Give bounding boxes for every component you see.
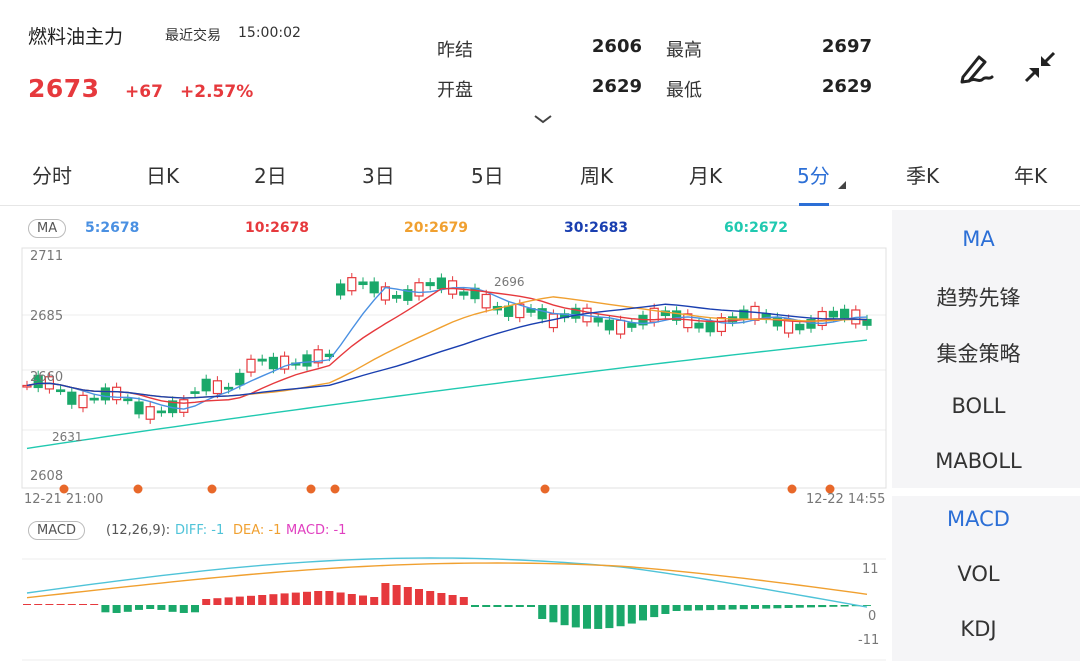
tab-5day[interactable]: 5日 xyxy=(471,164,504,188)
tab-3day[interactable]: 3日 xyxy=(362,164,395,188)
min-price-marker: 2631 xyxy=(52,430,83,444)
tab-day-k[interactable]: 日K xyxy=(146,164,180,188)
y-tick-2660: 2660 xyxy=(30,370,64,385)
tab-week-k[interactable]: 周K xyxy=(580,164,614,188)
ma10-value: 10:2678 xyxy=(245,220,310,236)
active-tab-underline xyxy=(799,203,829,206)
indicator-kdj[interactable]: KDJ xyxy=(960,617,997,641)
macd-params: (12,26,9): xyxy=(106,523,171,538)
macd-dea-value: DEA: -1 xyxy=(233,523,282,538)
stat-low-label: 最低 xyxy=(666,80,702,101)
last-price: 2673 xyxy=(28,74,100,103)
stat-prev-settle-label: 昨结 xyxy=(437,40,473,61)
indicator-vol[interactable]: VOL xyxy=(957,562,1000,586)
kline-ma-lines xyxy=(26,286,868,450)
kline-grid xyxy=(21,247,887,489)
last-trade-label: 最近交易 xyxy=(165,28,221,44)
side-menu-divider xyxy=(892,488,1080,496)
macd-tick-neg11: -11 xyxy=(858,633,880,648)
y-tick-2685: 2685 xyxy=(30,309,64,324)
tab-dropdown-icon[interactable] xyxy=(837,180,847,190)
stat-low-value: 2629 xyxy=(821,76,872,97)
collapse-arrows-icon[interactable] xyxy=(1016,43,1064,91)
y-tick-2711: 2711 xyxy=(30,249,64,264)
indicator-gold-strategy[interactable]: 集金策略 xyxy=(936,342,1021,366)
macd-diff-value: DIFF: -1 xyxy=(175,523,225,538)
stat-high-label: 最高 xyxy=(666,40,702,61)
stat-high-value: 2697 xyxy=(821,36,872,57)
macd-grid xyxy=(22,558,886,661)
tab-5min[interactable]: 5分 xyxy=(797,164,830,188)
tab-year-k[interactable]: 年K xyxy=(1014,164,1048,188)
indicator-ma[interactable]: MA xyxy=(962,227,995,251)
stat-open-value: 2629 xyxy=(591,76,642,97)
contract-name: 燃料油主力 xyxy=(28,26,124,48)
kline-chart[interactable] xyxy=(0,240,892,515)
expand-chevron-icon[interactable] xyxy=(532,110,554,129)
indicator-maboll[interactable]: MABOLL xyxy=(935,449,1022,473)
ma5-value: 5:2678 xyxy=(85,220,140,236)
macd-chart[interactable] xyxy=(0,545,892,661)
price-change-pct: +2.57% xyxy=(180,82,254,102)
macd-tick-0: 0 xyxy=(868,609,877,624)
ma20-value: 20:2679 xyxy=(404,220,469,236)
tab-timeshare[interactable]: 分时 xyxy=(32,164,72,188)
tab-2day[interactable]: 2日 xyxy=(254,164,287,188)
kline-event-markers xyxy=(59,484,835,494)
x-start-time: 12-21 21:00 xyxy=(24,492,104,507)
stat-open-label: 开盘 xyxy=(437,80,473,101)
indicator-boll[interactable]: BOLL xyxy=(951,394,1006,418)
pen-draw-icon[interactable] xyxy=(951,43,999,91)
ma30-value: 30:2683 xyxy=(564,220,629,236)
macd-lines xyxy=(26,557,868,608)
macd-hist-value: MACD: -1 xyxy=(286,523,347,538)
tab-month-k[interactable]: 月K xyxy=(689,164,723,188)
macd-histogram xyxy=(23,583,871,629)
last-trade-time: 15:00:02 xyxy=(238,25,301,41)
price-change: +67 xyxy=(125,82,163,102)
stat-prev-settle-value: 2606 xyxy=(591,36,642,57)
max-price-marker: 2696 xyxy=(494,275,525,289)
ma60-value: 60:2672 xyxy=(724,220,789,236)
macd-tick-11: 11 xyxy=(862,562,879,577)
y-tick-2608: 2608 xyxy=(30,469,64,484)
sub-indicator-tag[interactable]: MACD xyxy=(28,521,85,540)
x-end-time: 12-22 14:55 xyxy=(806,492,886,507)
indicator-trend-pioneer[interactable]: 趋势先锋 xyxy=(936,286,1021,310)
period-tabs: 分时 日K 2日 3日 5日 周K 月K 5分 季K 年K xyxy=(0,148,1080,206)
indicator-side-menu: MA 趋势先锋 集金策略 BOLL MABOLL MACD VOL KDJ xyxy=(892,210,1080,661)
main-indicator-tag[interactable]: MA xyxy=(28,219,67,238)
tab-quarter-k[interactable]: 季K xyxy=(906,164,940,188)
indicator-macd[interactable]: MACD xyxy=(947,507,1010,531)
